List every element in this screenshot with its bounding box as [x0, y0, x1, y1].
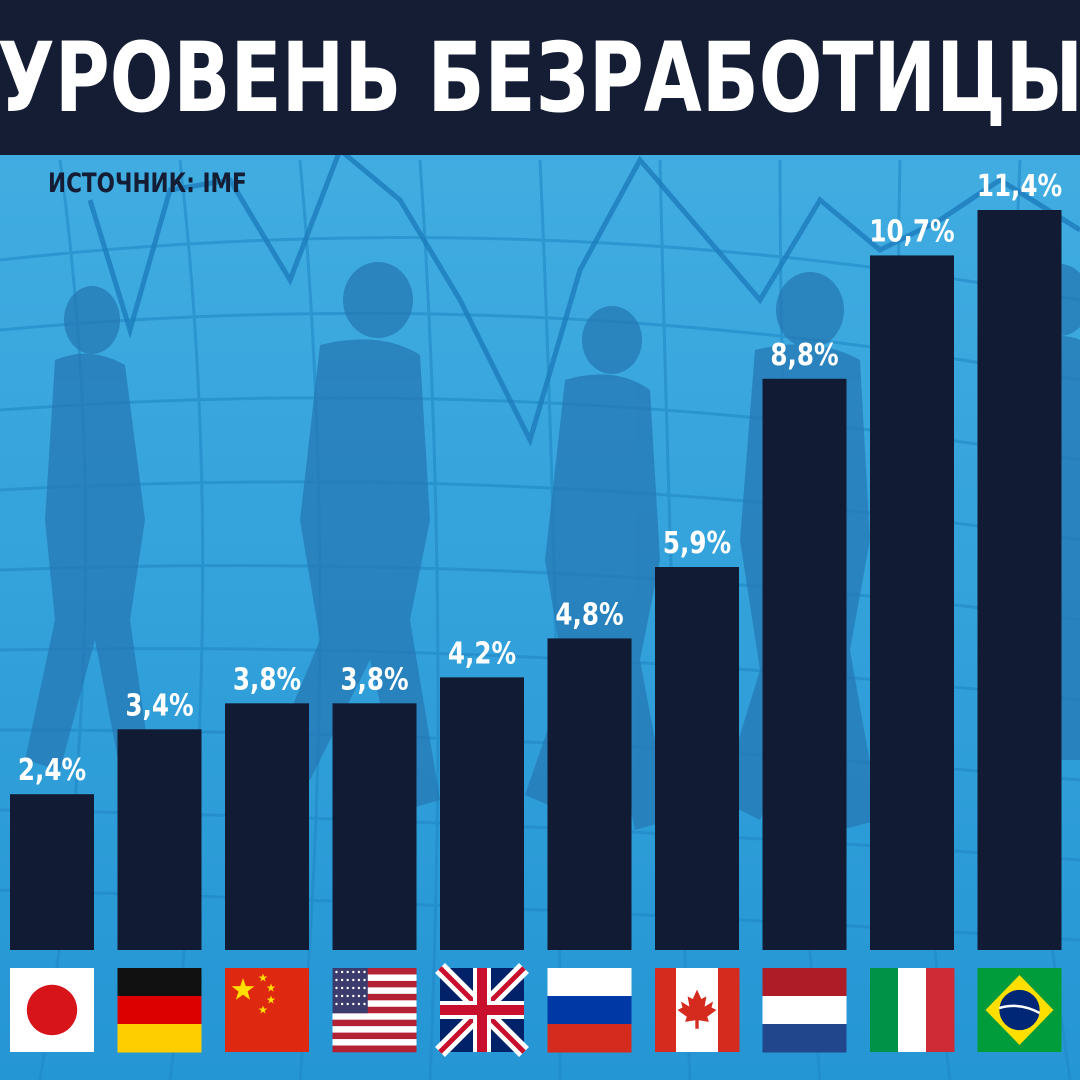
data-label: 5,9%: [663, 527, 731, 561]
uk-flag: [435, 963, 529, 1057]
bar-canada: [655, 567, 739, 950]
bar-netherlands: [762, 378, 847, 950]
data-label: 2,4%: [18, 754, 86, 788]
bar-russia: [547, 638, 632, 950]
data-label: 11,4%: [977, 170, 1062, 204]
data-label: 3,8%: [233, 663, 301, 697]
brazil-flag: [977, 968, 1062, 1052]
netherlands-flag: [762, 968, 847, 1053]
germany-flag: [117, 968, 202, 1053]
data-labels: 2,4% 3,4% 3,8% 3,8% 4,2% 4,8% 5,9% 8,8% 10,7% 11,…: [18, 170, 1062, 788]
chart-title: УРОВЕНЬ БЕЗРАБОТИЦЫ: [0, 21, 1080, 134]
bar-germany: [117, 729, 202, 950]
data-label: 3,4%: [125, 689, 193, 723]
canada-flag: [655, 968, 740, 1052]
data-label: 4,8%: [555, 598, 623, 632]
title-banner: УРОВЕНЬ БЕЗРАБОТИЦЫ: [0, 0, 1080, 155]
bars: [10, 210, 1062, 950]
usa-flag: [332, 968, 417, 1053]
data-label: 4,2%: [448, 637, 516, 671]
background-trend-line: [87, 145, 1080, 447]
russia-flag: [547, 968, 632, 1053]
data-label: 10,7%: [869, 215, 954, 249]
data-label: 3,8%: [340, 663, 408, 697]
bar-italy: [870, 255, 954, 950]
bar-japan: [10, 794, 94, 950]
source-label: ИСТОЧНИК: IMF: [48, 168, 247, 199]
data-label: 8,8%: [770, 339, 838, 373]
bar-uk: [440, 677, 524, 950]
bar-usa: [332, 703, 417, 950]
china-flag: [225, 968, 309, 1052]
bar-china: [225, 703, 309, 950]
italy-flag: [870, 968, 955, 1052]
bar-brazil: [977, 210, 1062, 950]
flags: [10, 963, 1062, 1057]
japan-flag: [10, 968, 94, 1052]
